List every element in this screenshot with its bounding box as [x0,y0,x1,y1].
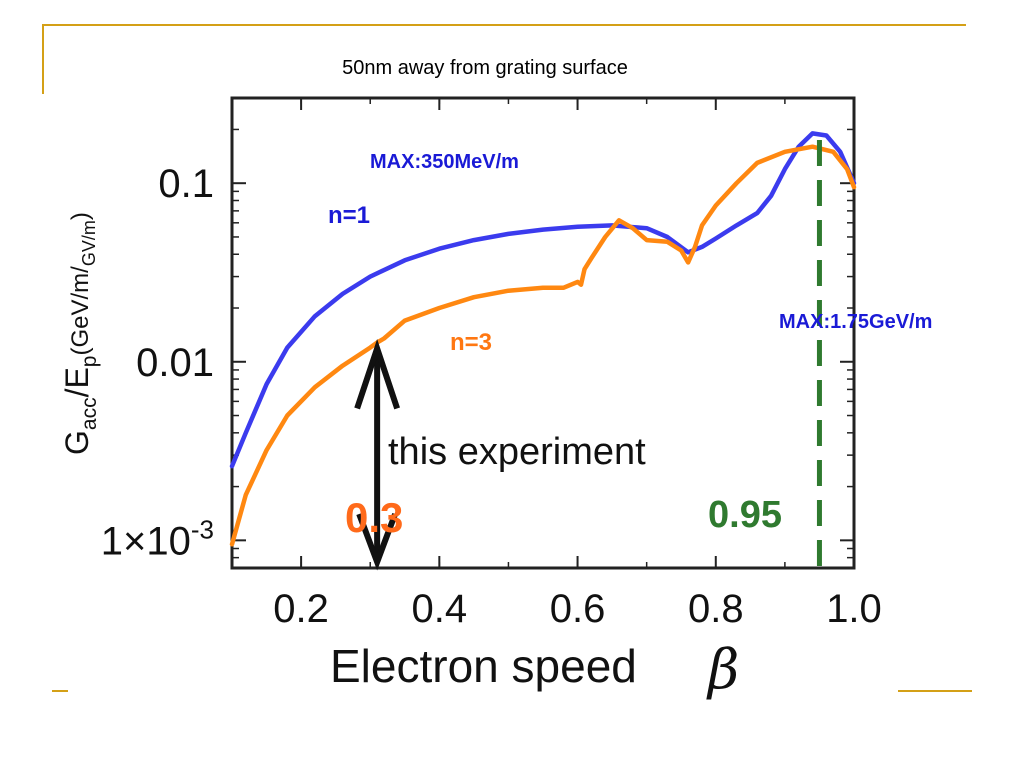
annotation-this-experiment: this experiment [388,431,646,473]
x-axis-label: Electron speed [330,640,637,692]
slide-frame-bottom-right-line [898,690,972,692]
axis-ticks: 0.2 0.4 0.6 0.8 1.0 0.1 0.01 1×10-3 [101,98,882,631]
annotation-max-n1: MAX:350MeV/m [370,151,519,173]
plot-frame [230,96,856,570]
overlay-layer [354,140,822,571]
experiment-arrow-head-down [356,512,398,571]
x-axis-beta-symbol: β [706,638,739,701]
x-tick-label: 1.0 [826,587,882,631]
annotation-n3-label: n=3 [450,329,492,356]
y-axis-label: Gacc/Ep(GeV/m/GV/m) [59,212,101,455]
experiment-arrow-head-up [354,338,400,410]
x-tick-label: 0.6 [550,587,606,631]
annotation-beta-0-3: 0.3 [345,494,403,541]
annotation-n1-label: n=1 [328,202,370,229]
annotation-max-n3: MAX:1.75GeV/m [779,311,932,333]
x-tick-label: 0.8 [688,587,744,631]
y-tick-label: 1×10-3 [101,514,214,563]
slide-frame-left-line [42,24,44,94]
slide-frame-top-line [42,24,966,26]
slide-frame-bottom-left-line [52,690,68,692]
y-tick-label: 0.1 [158,162,214,206]
series-line-n1 [229,131,857,469]
y-tick-label: 0.01 [136,341,214,385]
annotation-beta-0-95: 0.95 [708,494,782,536]
x-tick-label: 0.2 [273,587,329,631]
x-tick-label: 0.4 [412,587,468,631]
series-line-n3 [229,144,857,547]
series-layer [229,131,857,547]
slide-subtitle: 50nm away from grating surface [342,57,628,79]
